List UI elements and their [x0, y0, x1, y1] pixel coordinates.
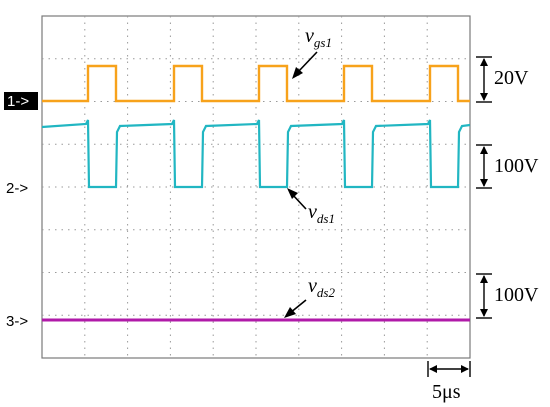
svg-text:vds2: vds2 [308, 275, 335, 300]
channel-1-marker: 1-> [4, 92, 38, 110]
time-scale-bracket [427, 361, 471, 377]
vds2-arrow [284, 299, 307, 318]
vds2-label: vds2 [308, 275, 335, 300]
channel-3-marker: 3-> [6, 313, 28, 330]
ch1-scale-bracket [476, 56, 492, 103]
ch2-scale-label: 100V [494, 155, 539, 177]
svg-text:vgs1: vgs1 [305, 25, 332, 50]
svg-text:vds1: vds1 [308, 201, 335, 226]
vgs1-arrow [292, 51, 318, 79]
vds1-label: vds1 [308, 201, 335, 226]
vgs1-waveform [42, 64, 470, 103]
svg-text:1->: 1-> [7, 93, 29, 110]
ch3-scale-label: 100V [494, 284, 539, 306]
channel-2-marker: 2-> [6, 180, 28, 197]
ch1-scale-label: 20V [494, 67, 529, 89]
time-scale-label: 5μs [432, 381, 461, 403]
vds1-waveform [41, 119, 471, 189]
vgs1-label: vgs1 [305, 25, 332, 50]
ch3-scale-bracket [476, 273, 492, 319]
ch2-scale-bracket [476, 144, 492, 189]
vds1-arrow [287, 188, 307, 210]
